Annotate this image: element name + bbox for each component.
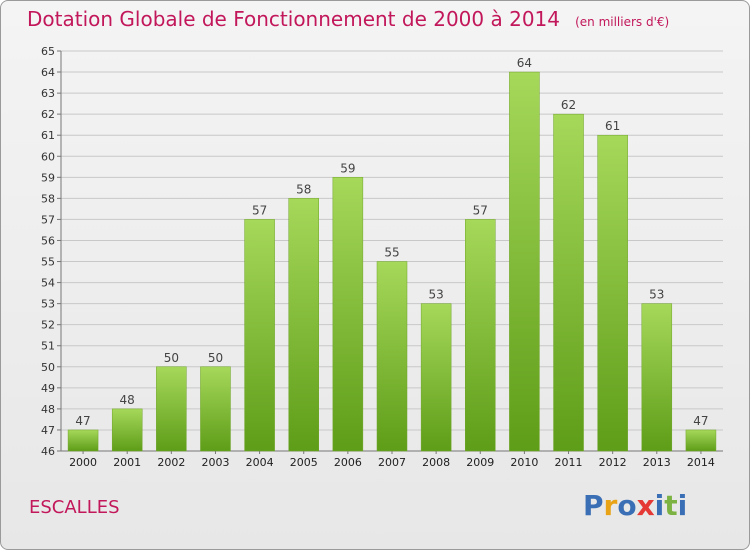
logo-letter: x	[636, 489, 655, 522]
bar-value-label: 55	[384, 246, 399, 260]
bar-value-label: 47	[693, 414, 708, 428]
bar	[376, 261, 408, 452]
bar	[111, 408, 143, 452]
bar	[244, 219, 275, 452]
bar	[332, 177, 364, 452]
y-tick-label: 60	[41, 150, 55, 163]
y-tick-label: 65	[41, 45, 55, 58]
commune-name: ESCALLES	[29, 497, 120, 518]
y-tick-label: 58	[41, 192, 55, 205]
logo-letter: i	[654, 489, 665, 522]
y-tick-label: 51	[41, 340, 55, 353]
bar-value-label: 50	[164, 351, 179, 365]
bar	[465, 219, 496, 452]
bar	[200, 366, 231, 452]
y-tick-label: 64	[41, 66, 55, 79]
bar	[641, 303, 673, 452]
bar-value-label: 61	[605, 119, 620, 133]
title-row: Dotation Globale de Fonctionnement de 20…	[27, 7, 669, 31]
x-tick-label: 2006	[334, 456, 362, 469]
chart-subtitle: (en milliers d'€)	[575, 15, 670, 29]
bar	[685, 429, 717, 452]
bar-value-label: 53	[428, 288, 443, 302]
bar-value-label: 62	[561, 98, 576, 112]
bars	[67, 71, 717, 452]
y-tick-label: 50	[41, 361, 55, 374]
bar	[509, 71, 540, 452]
bar	[67, 429, 99, 452]
y-tick-label: 46	[41, 445, 55, 458]
x-tick-label: 2014	[687, 456, 715, 469]
x-tick-label: 2004	[246, 456, 274, 469]
bar-value-label: 57	[252, 203, 267, 217]
x-tick-label: 2011	[555, 456, 583, 469]
x-tick-label: 2005	[290, 456, 318, 469]
bar	[597, 134, 628, 452]
x-tick-label: 2013	[643, 456, 671, 469]
y-tick-label: 53	[41, 298, 55, 311]
x-tick-label: 2009	[466, 456, 494, 469]
y-tick-label: 59	[41, 171, 55, 184]
bar-value-label: 64	[517, 56, 532, 70]
y-tick-label: 61	[41, 129, 55, 142]
bar-value-label: 47	[75, 414, 90, 428]
chart-title: Dotation Globale de Fonctionnement de 20…	[27, 7, 560, 31]
bar	[288, 198, 319, 452]
logo-letter: o	[617, 489, 637, 522]
y-tick-label: 48	[41, 403, 55, 416]
y-tick-label: 47	[41, 424, 55, 437]
bar	[420, 303, 452, 452]
x-tick-label: 2001	[113, 456, 141, 469]
y-tick-label: 57	[41, 213, 55, 226]
x-tick-label: 2007	[378, 456, 406, 469]
bar	[156, 366, 187, 452]
x-tick-label: 2002	[157, 456, 185, 469]
y-tick-label: 55	[41, 256, 55, 269]
bar-value-label: 53	[649, 288, 664, 302]
x-tick-label: 2012	[599, 456, 627, 469]
y-tick-label: 49	[41, 382, 55, 395]
proxiti-logo[interactable]: Proxiti	[583, 489, 687, 522]
y-tick-label: 56	[41, 234, 55, 247]
bar	[553, 113, 584, 452]
bar-value-label: 57	[473, 203, 488, 217]
bar-value-label: 50	[208, 351, 223, 365]
x-tick-label: 2008	[422, 456, 450, 469]
logo-letter: i	[677, 489, 688, 522]
data-labels: 47 48 50 50 57 58 59 55 53 57 64 62 61 53 47	[75, 56, 708, 428]
y-tick-label: 63	[41, 87, 55, 100]
x-tick-label: 2010	[510, 456, 538, 469]
bar-value-label: 59	[340, 161, 355, 175]
bar-value-label: 48	[120, 393, 135, 407]
bar-value-label: 58	[296, 182, 311, 196]
y-tick-label: 62	[41, 108, 55, 121]
logo-letter: P	[583, 489, 604, 522]
y-tick-label: 54	[41, 277, 55, 290]
logo-letter: r	[603, 489, 618, 522]
x-tick-label: 2000	[69, 456, 97, 469]
x-tick-label: 2003	[201, 456, 229, 469]
y-tick-label: 52	[41, 319, 55, 332]
logo-letter: t	[664, 489, 678, 522]
